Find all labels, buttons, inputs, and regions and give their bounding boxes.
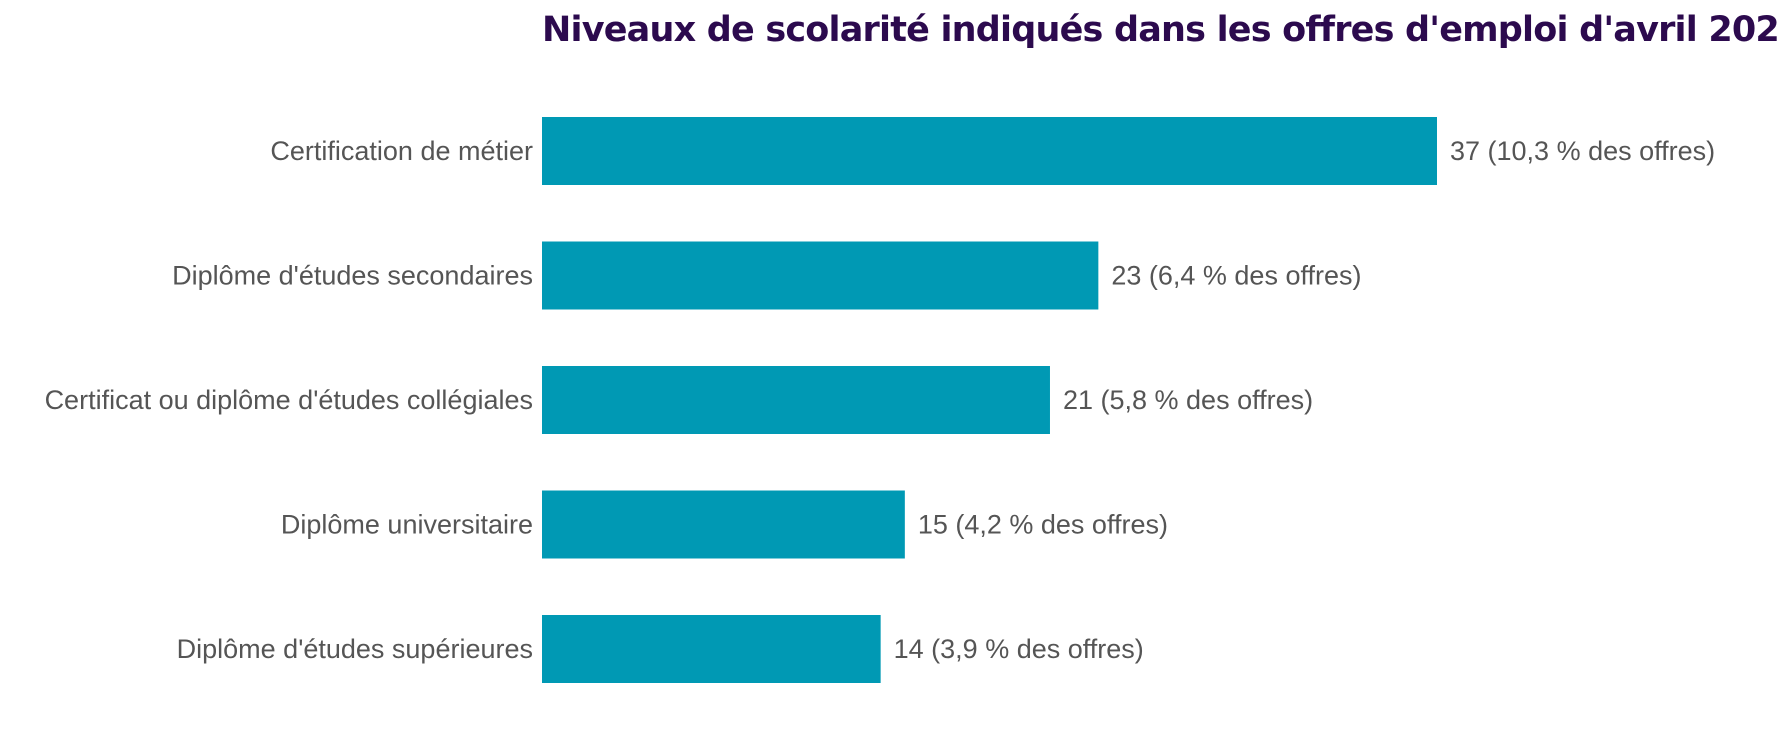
- category-label: Diplôme d'études supérieures: [177, 634, 533, 664]
- data-label: 23 (6,4 % des offres): [1111, 261, 1361, 291]
- data-label: 14 (3,9 % des offres): [894, 634, 1144, 664]
- bar: [542, 241, 1099, 310]
- category-label: Certification de métier: [270, 136, 533, 166]
- bar: [542, 490, 905, 559]
- data-label: 37 (10,3 % des offres): [1450, 136, 1715, 166]
- data-label: 21 (5,8 % des offres): [1063, 385, 1313, 415]
- category-label: Certificat ou diplôme d'études collégial…: [45, 385, 533, 415]
- bar: [542, 117, 1437, 185]
- category-label: Diplôme d'études secondaires: [172, 261, 533, 291]
- bar: [542, 615, 881, 683]
- chart-title: Niveaux de scolarité indiqués dans les o…: [542, 10, 1777, 50]
- bar: [542, 366, 1050, 434]
- category-label: Diplôme universitaire: [281, 510, 533, 540]
- data-label: 15 (4,2 % des offres): [918, 510, 1168, 540]
